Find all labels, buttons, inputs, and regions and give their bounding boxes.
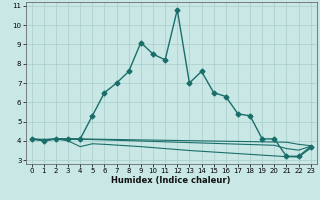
- X-axis label: Humidex (Indice chaleur): Humidex (Indice chaleur): [111, 176, 231, 185]
